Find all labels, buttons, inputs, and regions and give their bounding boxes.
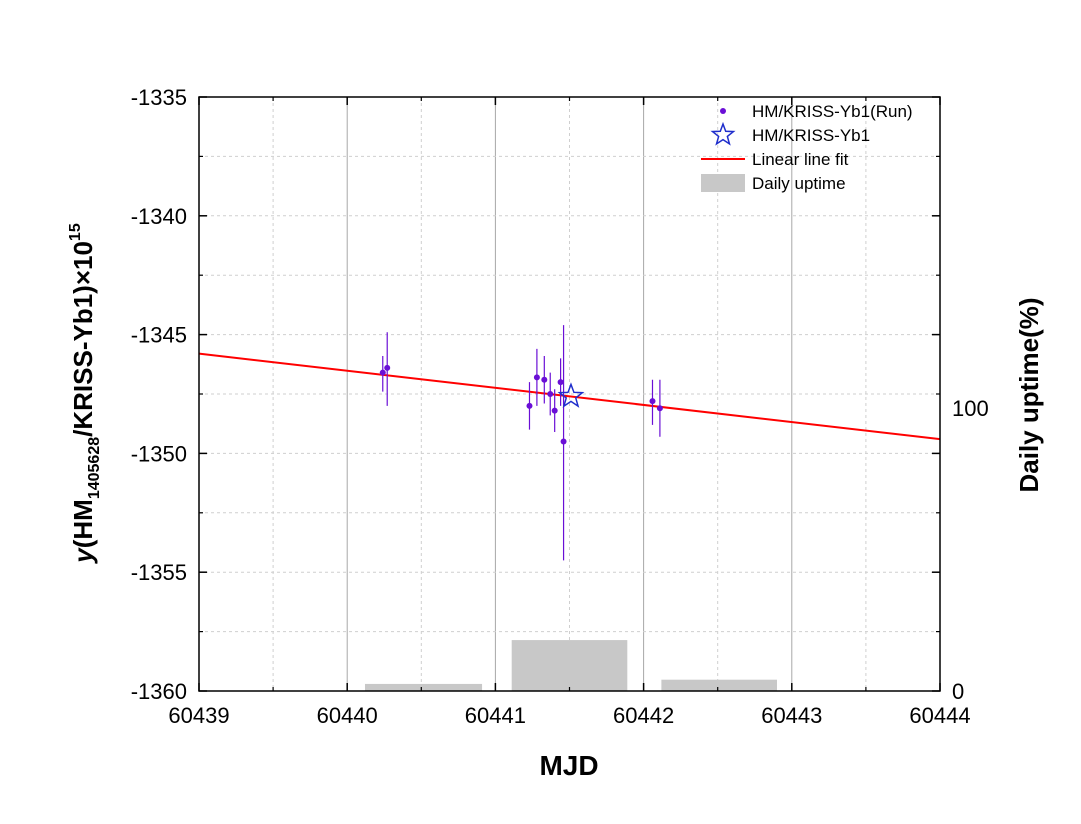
legend-label: Linear line fit bbox=[752, 150, 849, 169]
uptime-bars bbox=[364, 640, 777, 691]
data-marker bbox=[551, 407, 558, 414]
legend: HM/KRISS-Yb1(Run) HM/KRISS-Yb1 Linear line… bbox=[701, 102, 913, 193]
data-marker bbox=[533, 374, 540, 381]
y2-tick-label: 100 bbox=[952, 396, 989, 421]
y-axis-title-sup: 15 bbox=[67, 223, 84, 241]
uptime-bar bbox=[364, 683, 483, 691]
data-point bbox=[656, 379, 663, 437]
y-axis-title-sub: 1405628 bbox=[86, 437, 103, 499]
x-tick-label: 60439 bbox=[168, 703, 229, 728]
legend-item: HM/KRISS-Yb1 bbox=[710, 121, 870, 146]
data-marker bbox=[379, 369, 386, 376]
data-marker bbox=[541, 376, 548, 383]
data-marker bbox=[526, 402, 533, 409]
legend-label: HM/KRISS-Yb1 bbox=[752, 126, 870, 145]
x-tick-label: 60441 bbox=[465, 703, 526, 728]
data-marker bbox=[649, 398, 656, 405]
data-point bbox=[560, 325, 567, 561]
y-tick-label: -1345 bbox=[131, 323, 187, 348]
legend-dot-swatch bbox=[720, 108, 726, 114]
legend-item: Daily uptime bbox=[701, 174, 846, 193]
x-tick-label: 60443 bbox=[761, 703, 822, 728]
axis-ticks: 60439 60440 60441 60442 60443 60444 -1335 -1340… bbox=[131, 85, 989, 728]
legend-rect-swatch bbox=[701, 174, 745, 192]
data-point bbox=[547, 372, 554, 416]
y-tick-label: -1335 bbox=[131, 85, 187, 110]
data-marker bbox=[656, 405, 663, 412]
data-points bbox=[379, 325, 663, 561]
x-tick-label: 60440 bbox=[317, 703, 378, 728]
y-tick-label: -1355 bbox=[131, 560, 187, 585]
data-marker bbox=[557, 379, 564, 386]
x-tick-label: 60442 bbox=[613, 703, 674, 728]
data-point bbox=[649, 379, 656, 425]
y-axis-title-prefix: y bbox=[68, 547, 98, 565]
y2-axis-title: Daily uptime(%) bbox=[1014, 297, 1044, 492]
y-axis-title-rest: /KRISS-Yb1)×10 bbox=[68, 241, 98, 437]
data-point bbox=[526, 382, 533, 430]
legend-item: Linear line fit bbox=[701, 150, 849, 169]
data-point bbox=[379, 355, 386, 392]
grid bbox=[199, 97, 940, 691]
y-axis-title-main: (HM bbox=[68, 499, 98, 548]
uptime-bar bbox=[661, 679, 777, 691]
y2-tick-label: 0 bbox=[952, 679, 964, 704]
y-tick-label: -1360 bbox=[131, 679, 187, 704]
data-marker bbox=[547, 391, 554, 397]
uptime-bar bbox=[511, 640, 628, 691]
legend-star-swatch bbox=[710, 121, 736, 146]
y-tick-label: -1340 bbox=[131, 204, 187, 229]
fit-line-layer bbox=[198, 352, 941, 441]
data-point bbox=[533, 348, 540, 406]
data-point bbox=[541, 355, 548, 404]
x-axis-title: MJD bbox=[539, 750, 598, 781]
legend-label: Daily uptime bbox=[752, 174, 846, 193]
x-tick-label: 60444 bbox=[909, 703, 970, 728]
y-axis-title: y(HM1405628/KRISS-Yb1)×1015 bbox=[67, 223, 103, 565]
y-tick-label: -1350 bbox=[131, 441, 187, 466]
data-marker bbox=[560, 438, 567, 445]
data-point bbox=[384, 332, 391, 406]
fit-line bbox=[198, 352, 941, 441]
legend-label: HM/KRISS-Yb1(Run) bbox=[752, 102, 913, 121]
mean-star-marker bbox=[557, 382, 585, 408]
legend-item: HM/KRISS-Yb1(Run) bbox=[720, 102, 913, 121]
data-point bbox=[551, 389, 558, 433]
data-marker bbox=[384, 364, 391, 371]
data-point bbox=[557, 358, 564, 406]
